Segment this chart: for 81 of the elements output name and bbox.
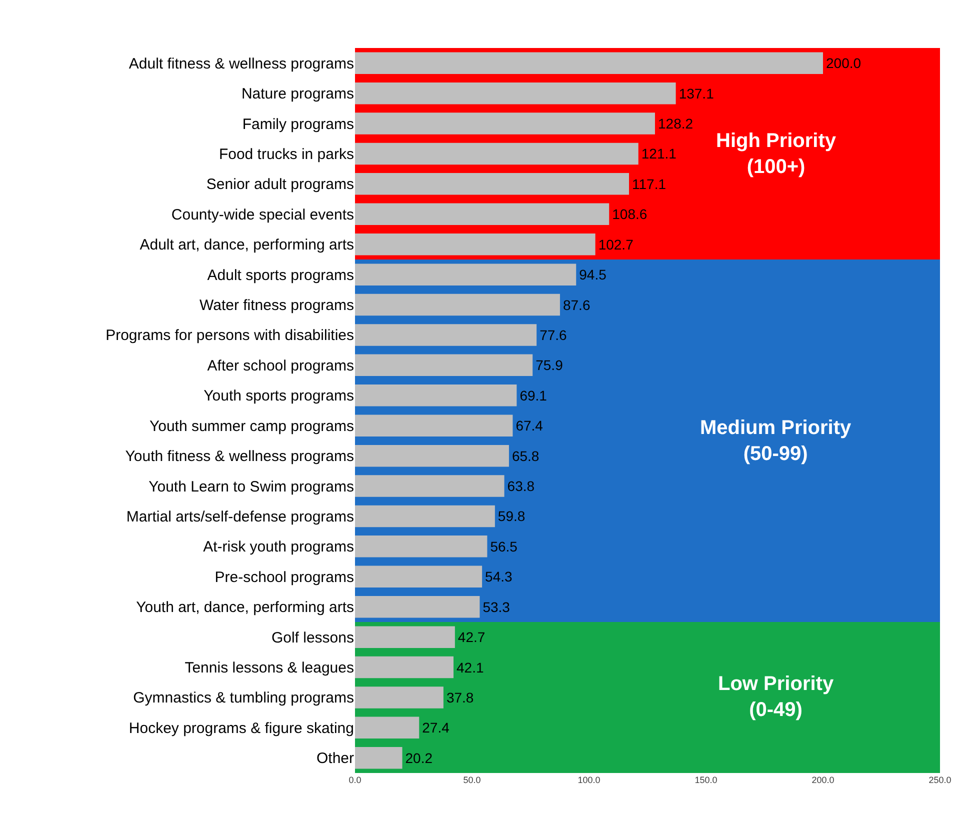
data-label: 42.1 <box>456 659 484 676</box>
data-label: 137.1 <box>678 85 714 102</box>
y-tick-label: Hockey programs & figure skating <box>128 720 354 737</box>
y-tick-label: Youth sports programs <box>204 388 354 405</box>
y-tick-label: County-wide special events <box>171 206 354 224</box>
y-tick-label: Martial arts/self-defense programs <box>126 508 354 526</box>
bar <box>355 505 495 528</box>
data-label: 108.6 <box>612 206 648 222</box>
data-label: 42.7 <box>458 629 486 646</box>
data-label: 117.1 <box>632 176 666 192</box>
y-tick-label: Youth art, dance, performing arts <box>136 599 354 616</box>
data-label: 37.8 <box>446 689 474 706</box>
y-tick-label: Golf lessons <box>271 629 354 646</box>
x-tick-label: 50.0 <box>463 775 481 785</box>
bar <box>355 444 509 467</box>
bar <box>355 112 655 134</box>
bar <box>355 173 630 195</box>
data-label: 65.8 <box>512 448 540 464</box>
bar <box>355 656 454 678</box>
bar <box>355 536 488 558</box>
data-label: 87.6 <box>562 296 590 313</box>
data-label: 53.3 <box>482 598 510 615</box>
y-tick-label: At-risk youth programs <box>203 538 354 556</box>
bar <box>355 716 420 739</box>
x-tick-label: 0.0 <box>348 775 362 785</box>
bar <box>355 566 482 588</box>
data-label: 56.5 <box>490 538 518 554</box>
bar <box>355 324 537 346</box>
y-tick-label: Youth fitness & wellness programs <box>125 448 354 466</box>
band-label: Medium Priority (50-99) <box>700 417 852 465</box>
bar <box>355 233 596 256</box>
data-label: 121.1 <box>641 146 677 162</box>
y-tick-label: Youth Learn to Swim programs <box>148 478 354 496</box>
bar <box>355 82 676 104</box>
data-label: 20.2 <box>405 750 433 766</box>
data-label: 27.4 <box>422 720 450 736</box>
y-tick-label: Senior adult programs <box>206 176 354 194</box>
data-label: 54.3 <box>485 568 513 585</box>
bar <box>355 414 513 436</box>
y-tick-label: Water fitness programs <box>200 297 354 314</box>
y-tick-label: Gymnastics & tumbling programs <box>133 690 354 707</box>
data-label: 94.5 <box>579 266 607 283</box>
y-tick-label: Youth summer camp programs <box>149 418 354 435</box>
data-label: 67.4 <box>516 418 544 434</box>
y-tick-label: Pre-school programs <box>214 568 354 586</box>
bar <box>355 747 402 769</box>
y-tick-label: Family programs <box>242 116 354 133</box>
x-tick-label: 150.0 <box>694 775 718 785</box>
y-tick-label: Nature programs <box>241 86 354 103</box>
y-tick-label: Food trucks in parks <box>218 146 354 163</box>
band-label: Low Priority (0-49) <box>718 673 834 721</box>
data-label: 200.0 <box>826 55 862 72</box>
data-label: 63.8 <box>507 478 535 494</box>
y-tick-label: Adult fitness & wellness programs <box>128 55 354 72</box>
bar <box>355 294 560 316</box>
y-tick-label: Other <box>316 750 354 768</box>
y-tick-label: After school programs <box>207 357 354 374</box>
bar <box>355 142 638 165</box>
data-label: 102.7 <box>598 236 634 252</box>
data-label: 128.2 <box>658 116 694 132</box>
y-tick-label: Adult art, dance, performing arts <box>140 236 354 254</box>
bar <box>355 596 480 618</box>
x-tick-label: 200.0 <box>812 775 834 785</box>
y-tick-label: Tennis lessons & leagues <box>184 660 354 677</box>
data-label: 75.9 <box>536 357 564 374</box>
bar <box>355 626 455 648</box>
y-tick-label: Programs for persons with disabilities <box>106 327 354 344</box>
data-label: 77.6 <box>540 326 568 343</box>
bar <box>355 686 444 708</box>
bar <box>355 475 504 497</box>
x-tick-label: 100.0 <box>578 775 600 785</box>
bar <box>355 384 517 406</box>
data-label: 69.1 <box>520 387 548 404</box>
bar <box>355 264 576 286</box>
bar <box>355 354 533 376</box>
bar <box>355 52 823 74</box>
bar <box>355 203 610 226</box>
y-tick-label: Adult sports programs <box>207 266 354 284</box>
x-tick-label: 250.0 <box>928 775 952 785</box>
data-label: 59.8 <box>498 508 526 524</box>
band-label: High Priority (100+) <box>716 130 837 178</box>
